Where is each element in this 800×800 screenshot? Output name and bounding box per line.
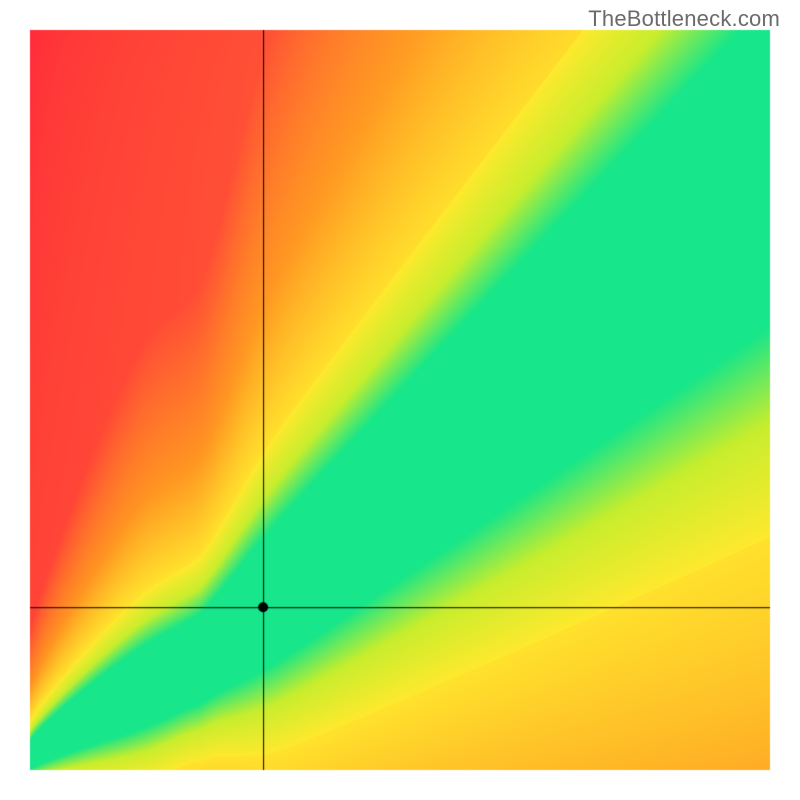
bottleneck-heatmap — [0, 0, 800, 800]
figure-container: TheBottleneck.com — [0, 0, 800, 800]
watermark-text: TheBottleneck.com — [588, 6, 780, 32]
